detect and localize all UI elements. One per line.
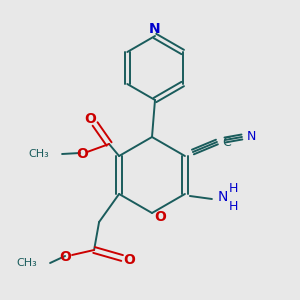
Text: O: O	[123, 253, 135, 267]
Text: C: C	[222, 136, 231, 148]
Text: CH₃: CH₃	[28, 149, 49, 159]
Text: N: N	[247, 130, 256, 143]
Text: O: O	[59, 250, 71, 264]
Text: N: N	[149, 22, 161, 36]
Text: H: H	[229, 182, 238, 196]
Text: CH₃: CH₃	[16, 258, 37, 268]
Text: O: O	[76, 147, 88, 161]
Text: H: H	[229, 200, 238, 214]
Text: N: N	[218, 190, 228, 204]
Text: O: O	[84, 112, 96, 126]
Text: O: O	[154, 210, 166, 224]
